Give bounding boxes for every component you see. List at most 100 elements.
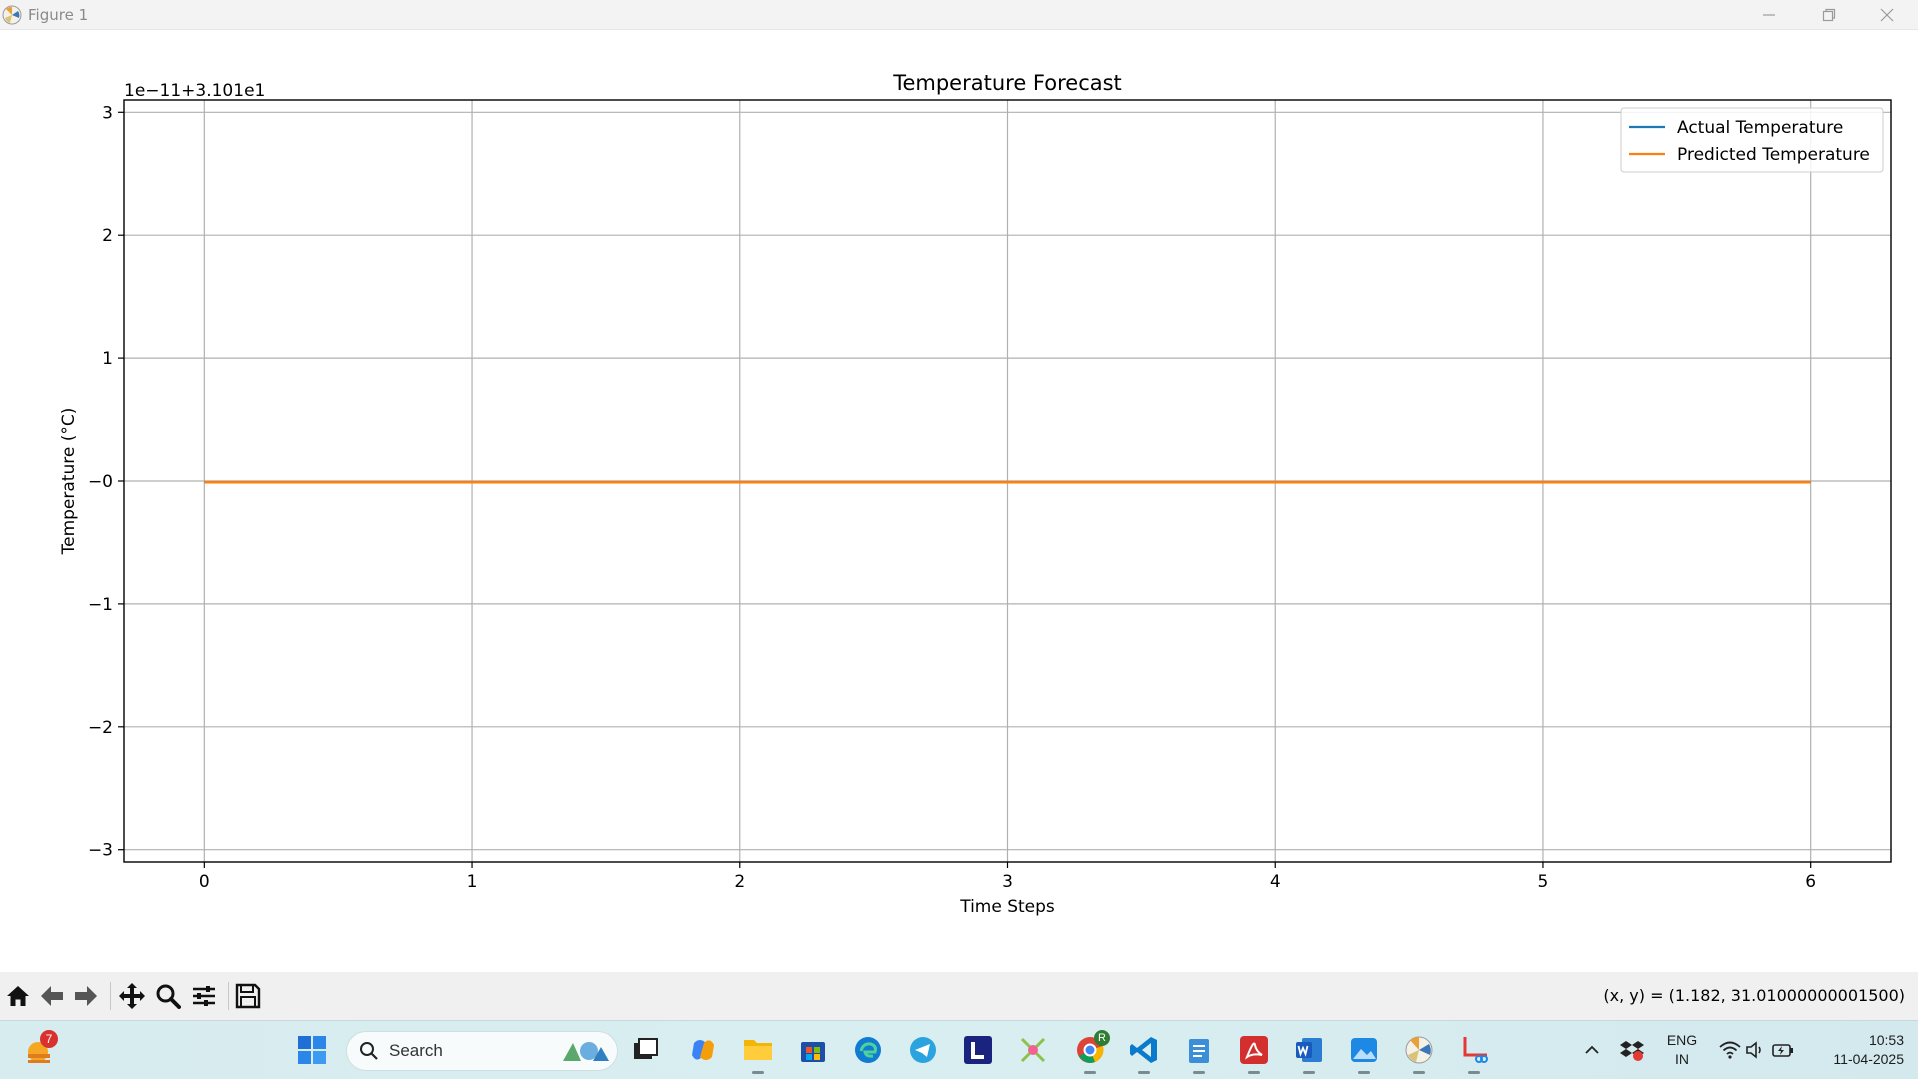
task-view-button[interactable] [628,1032,664,1068]
back-button[interactable] [36,980,68,1012]
snipping-tool-button[interactable] [1456,1032,1492,1074]
l-app-button[interactable] [960,1032,996,1068]
save-figure-button[interactable] [232,980,264,1012]
chrome-button[interactable]: R [1072,1030,1110,1074]
taskbar-search[interactable]: Search [346,1031,618,1071]
legend: Actual Temperature Predicted Temperature [1620,107,1884,173]
toolbar-separator [228,982,229,1010]
photos-button[interactable] [1346,1032,1382,1074]
x-axis-label: Time Steps [959,897,1055,917]
zoom-button[interactable] [152,980,184,1012]
cursor-coordinates: (x, y) = (1.182, 31.01000000001500) [1603,986,1905,1005]
vscode-button[interactable] [1126,1032,1162,1074]
y-tick-label: −2 [88,718,113,738]
acrobat-button[interactable] [1236,1032,1272,1074]
close-button[interactable] [1858,0,1916,29]
y-offset-text: 1e−11+3.101e1 [124,81,265,101]
edge-icon [855,1037,881,1063]
edge-button[interactable] [850,1032,886,1068]
x-tick-label: 5 [1538,872,1549,892]
pan-button[interactable] [116,980,148,1012]
windows-taskbar: 7 Search [0,1020,1918,1079]
windows-logo-icon [298,1036,326,1064]
y-tick-label: 2 [102,226,113,246]
save-icon [235,983,261,1009]
copilot-icon [692,1040,714,1060]
notepad-icon [1189,1039,1209,1063]
wifi-icon [1719,1041,1741,1059]
y-tick-label: −3 [88,841,113,861]
x-tick-label: 4 [1270,872,1281,892]
y-axis-label: Temperature (°C) [59,408,79,556]
restore-button[interactable] [1800,0,1858,29]
running-indicator [1248,1071,1260,1074]
x-tick-label: 1 [467,872,478,892]
language-indicator[interactable]: ENG IN [1658,1032,1706,1067]
snipping-app-button[interactable] [1015,1032,1051,1068]
telegram-button[interactable] [905,1032,941,1068]
word-button[interactable] [1291,1032,1327,1074]
chart-title: Temperature Forecast [892,71,1122,95]
l-app-icon [964,1036,992,1064]
running-indicator [1138,1071,1150,1074]
photos-icon [1351,1038,1377,1062]
forward-button[interactable] [70,980,102,1012]
pdf-icon [1240,1036,1268,1064]
restore-icon [1822,8,1836,21]
figure-canvas[interactable]: 0 1 2 3 4 5 6 3 2 1 −0 −1 −2 −3 Temperature Forecast … [0,30,1918,972]
region-code: IN [1675,1051,1689,1067]
window-title: Figure 1 [28,6,89,24]
matplotlib-taskbar-button[interactable] [1401,1032,1437,1074]
snip-sketch-icon [1020,1037,1046,1063]
quick-settings-button[interactable] [1712,1032,1802,1068]
notepad-button[interactable] [1181,1032,1217,1074]
toolbar-separator [110,982,111,1010]
folder-icon [744,1040,772,1060]
search-highlight-icon [563,1042,609,1061]
speaker-icon [1746,1041,1761,1059]
axis-ticks: 0 1 2 3 4 5 6 3 2 1 −0 −1 −2 −3 [88,103,1816,892]
clock[interactable]: 10:53 11-04-2025 [1808,1032,1904,1067]
copilot-button[interactable] [685,1032,721,1068]
navigation-toolbar: (x, y) = (1.182, 31.01000000001500) [0,972,1918,1020]
close-icon [1880,8,1894,21]
x-tick-label: 3 [1002,872,1013,892]
window-title-bar: Figure 1 [0,0,1918,30]
search-icon [360,1042,378,1060]
x-tick-label: 6 [1805,872,1816,892]
minimize-button[interactable] [1740,0,1798,29]
weather-widget[interactable]: 7 [22,1030,58,1068]
minimize-icon [1763,13,1775,16]
y-tick-label: −1 [88,595,113,615]
matplotlib-icon [1405,1036,1433,1064]
legend-label-actual: Actual Temperature [1677,118,1843,138]
dropbox-tray-button[interactable] [1614,1032,1650,1068]
start-button[interactable] [294,1032,330,1068]
running-indicator [1193,1071,1205,1074]
configure-subplots-button[interactable] [188,980,220,1012]
x-tick-label: 2 [734,872,745,892]
word-icon [1296,1038,1322,1062]
vscode-icon [1130,1037,1157,1063]
home-icon [7,986,29,1006]
forward-icon [75,986,97,1006]
show-hidden-icons-button[interactable] [1574,1032,1610,1068]
chevron-up-icon [1585,1045,1599,1054]
store-icon [801,1042,825,1062]
scissors-icon [1463,1037,1488,1063]
y-tick-label: −0 [88,472,113,492]
running-indicator [1358,1071,1370,1074]
clock-date: 11-04-2025 [1833,1051,1904,1067]
clock-time: 10:53 [1868,1032,1904,1048]
language-code: ENG [1666,1032,1698,1048]
search-label: Search [389,1041,443,1060]
weather-badge: 7 [40,1030,58,1048]
file-explorer-button[interactable] [740,1032,776,1074]
battery-icon [1772,1044,1793,1057]
y-tick-label: 3 [102,103,113,123]
task-view-icon [634,1038,658,1059]
microsoft-store-button[interactable] [795,1032,831,1068]
home-button[interactable] [2,980,34,1012]
weather-icon [28,1042,50,1063]
